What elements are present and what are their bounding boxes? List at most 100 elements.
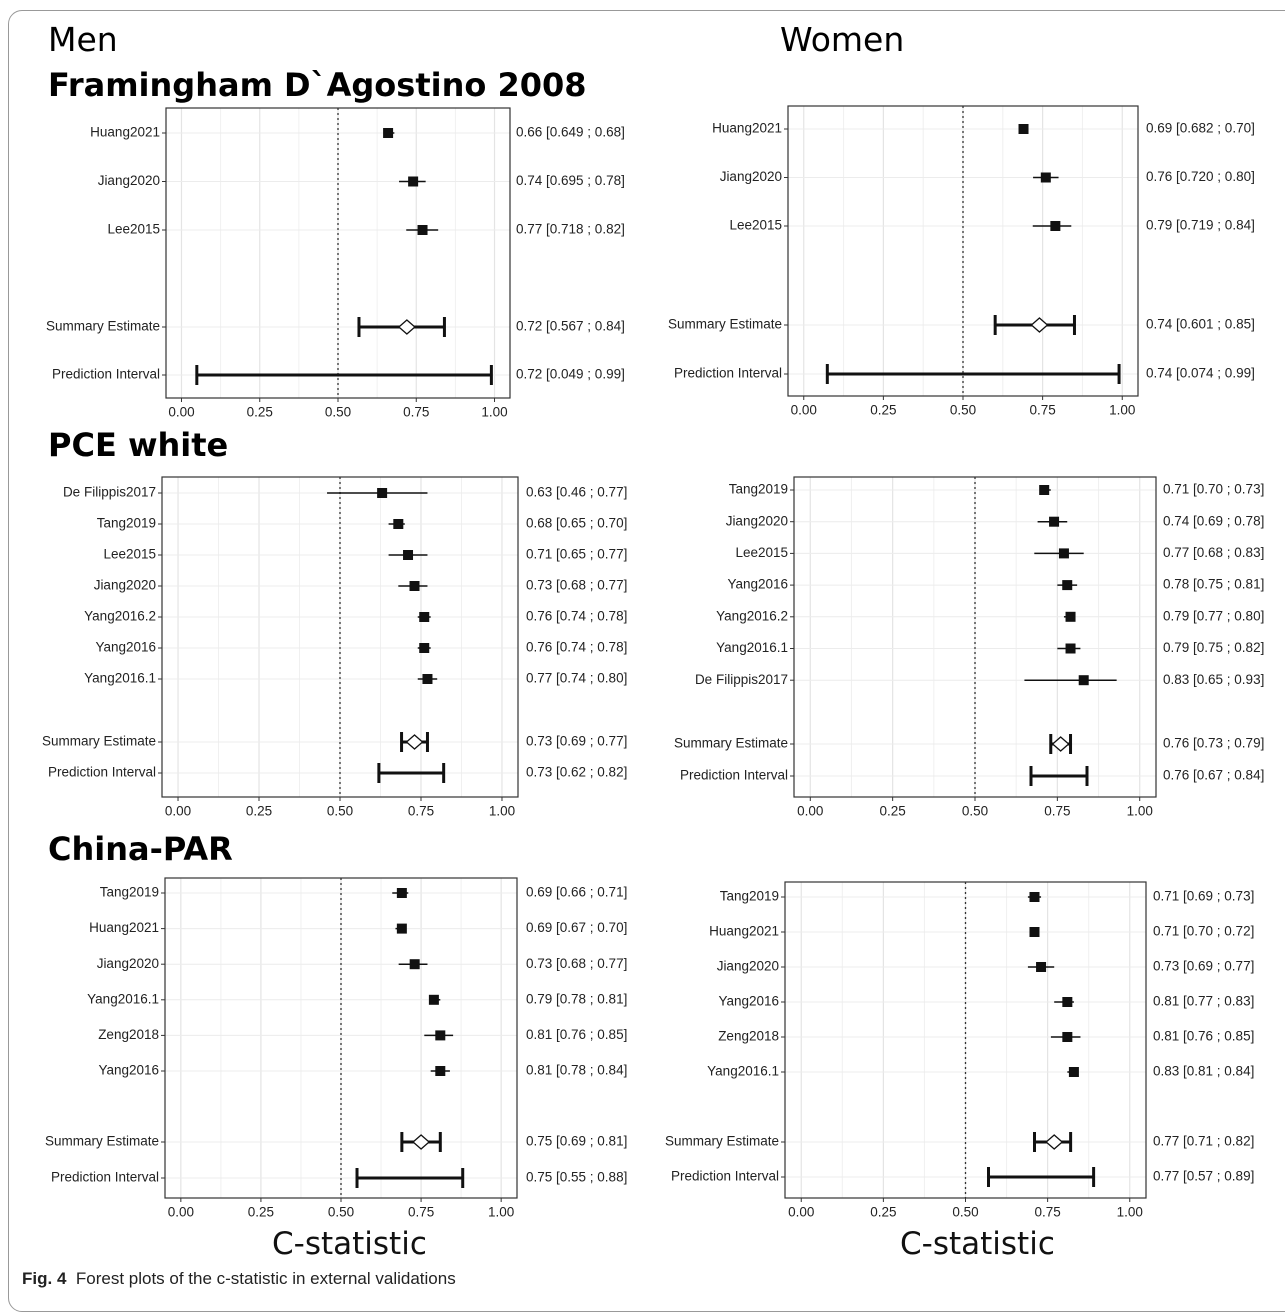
study-label: Lee2015 [103, 547, 156, 562]
summary-label: Summary Estimate [45, 1134, 159, 1149]
study-point [393, 519, 404, 529]
summary-diamond [397, 319, 416, 335]
x-tick-label: 0.75 [1034, 1205, 1060, 1220]
study-value: 0.71 [0.65 ; 0.77] [526, 547, 627, 562]
study-point [408, 176, 419, 187]
study-value: 0.77 [0.68 ; 0.83] [1163, 545, 1264, 560]
study-label: Yang2016.2 [716, 608, 788, 623]
x-tick-label: 1.00 [488, 1205, 514, 1220]
study-label: Jiang2020 [726, 513, 788, 528]
study-label: Jiang2020 [97, 956, 159, 971]
study-label: Jiang2020 [94, 578, 156, 593]
study-value: 0.73 [0.69 ; 0.77] [1153, 959, 1254, 974]
study-label: Yang2016 [727, 577, 788, 592]
study-point [1058, 548, 1069, 559]
study-point [428, 994, 439, 1005]
summary-value: 0.72 [0.567 ; 0.84] [516, 319, 625, 334]
x-tick-label: 0.00 [168, 405, 194, 420]
study-label: Lee2015 [729, 218, 782, 233]
study-value: 0.71 [0.70 ; 0.72] [1153, 924, 1254, 939]
heading-framingham: Framingham D`Agostino 2008 [48, 66, 587, 104]
study-point [1078, 675, 1089, 686]
x-tick-label: 1.00 [481, 405, 507, 420]
prediction-label: Prediction Interval [671, 1169, 779, 1184]
x-tick-label: 0.75 [1029, 403, 1055, 418]
study-point [422, 674, 433, 684]
prediction-value: 0.74 [0.074 ; 0.99] [1146, 366, 1255, 381]
study-label: Tang2019 [729, 482, 788, 497]
study-value: 0.76 [0.720 ; 0.80] [1146, 169, 1255, 184]
study-point [377, 488, 388, 498]
x-tick-label: 0.75 [1044, 804, 1070, 819]
study-label: Tang2019 [720, 889, 779, 904]
x-tick-label: 0.75 [408, 1205, 434, 1220]
study-value: 0.79 [0.77 ; 0.80] [1163, 608, 1264, 623]
x-tick-label: 0.50 [327, 804, 353, 819]
study-point [409, 581, 420, 591]
study-point [1065, 643, 1076, 654]
study-value: 0.71 [0.69 ; 0.73] [1153, 889, 1254, 904]
study-value: 0.69 [0.66 ; 0.71] [526, 885, 627, 900]
study-label: De Filippis2017 [63, 485, 156, 500]
prediction-label: Prediction Interval [52, 367, 160, 382]
x-tick-label: 1.00 [489, 804, 515, 819]
x-tick-label: 1.00 [1117, 1205, 1143, 1220]
x-tick-label: 0.50 [962, 804, 988, 819]
study-label: Lee2015 [107, 222, 160, 237]
x-axis-title-men: C-statistic [272, 1226, 427, 1262]
prediction-value: 0.75 [0.55 ; 0.88] [526, 1170, 627, 1185]
study-label: Yang2016.1 [87, 991, 159, 1006]
prediction-value: 0.72 [0.049 ; 0.99] [516, 367, 625, 382]
study-value: 0.77 [0.74 ; 0.80] [526, 671, 627, 686]
study-value: 0.81 [0.77 ; 0.83] [1153, 994, 1254, 1009]
x-axis-title-women: C-statistic [900, 1226, 1055, 1262]
summary-diamond [412, 1134, 431, 1150]
study-point [1068, 1067, 1079, 1077]
caption-label: Fig. 4 [22, 1269, 67, 1288]
x-tick-label: 0.25 [880, 804, 906, 819]
study-label: Lee2015 [735, 545, 788, 560]
study-label: Tang2019 [97, 516, 156, 531]
study-point [1049, 516, 1060, 527]
study-point [1040, 172, 1051, 183]
study-label: Huang2021 [712, 121, 782, 136]
study-point [1062, 580, 1073, 591]
x-tick-label: 0.50 [950, 403, 976, 418]
study-label: Zeng2018 [98, 1027, 159, 1042]
study-value: 0.63 [0.46 ; 0.77] [526, 485, 627, 500]
study-value: 0.76 [0.74 ; 0.78] [526, 640, 627, 655]
study-label: Jiang2020 [717, 959, 779, 974]
study-point [417, 225, 428, 235]
study-point [409, 959, 420, 970]
study-value: 0.81 [0.76 ; 0.85] [1153, 1029, 1254, 1044]
x-tick-label: 0.00 [791, 403, 817, 418]
summary-diamond [1030, 317, 1049, 333]
study-point [1062, 997, 1073, 1007]
study-label: Jiang2020 [720, 169, 782, 184]
study-point [419, 612, 430, 622]
study-value: 0.69 [0.67 ; 0.70] [526, 920, 627, 935]
x-tick-label: 1.00 [1127, 804, 1153, 819]
study-point [1029, 892, 1040, 902]
prediction-label: Prediction Interval [48, 765, 156, 780]
study-value: 0.68 [0.65 ; 0.70] [526, 516, 627, 531]
study-point [1065, 611, 1076, 622]
summary-label: Summary Estimate [665, 1134, 779, 1149]
x-tick-label: 0.50 [952, 1205, 978, 1220]
study-value: 0.71 [0.70 ; 0.73] [1163, 482, 1264, 497]
study-value: 0.83 [0.81 ; 0.84] [1153, 1064, 1254, 1079]
summary-label: Summary Estimate [668, 317, 782, 332]
x-tick-label: 0.50 [325, 405, 351, 420]
summary-label: Summary Estimate [674, 736, 788, 751]
study-value: 0.73 [0.68 ; 0.77] [526, 956, 627, 971]
study-point [435, 1030, 446, 1041]
x-tick-label: 0.50 [328, 1205, 354, 1220]
x-tick-label: 0.25 [246, 804, 272, 819]
prediction-value: 0.76 [0.67 ; 0.84] [1163, 768, 1264, 783]
x-tick-label: 0.75 [403, 405, 429, 420]
study-label: De Filippis2017 [695, 672, 788, 687]
summary-diamond [405, 734, 424, 750]
study-point [435, 1066, 446, 1076]
